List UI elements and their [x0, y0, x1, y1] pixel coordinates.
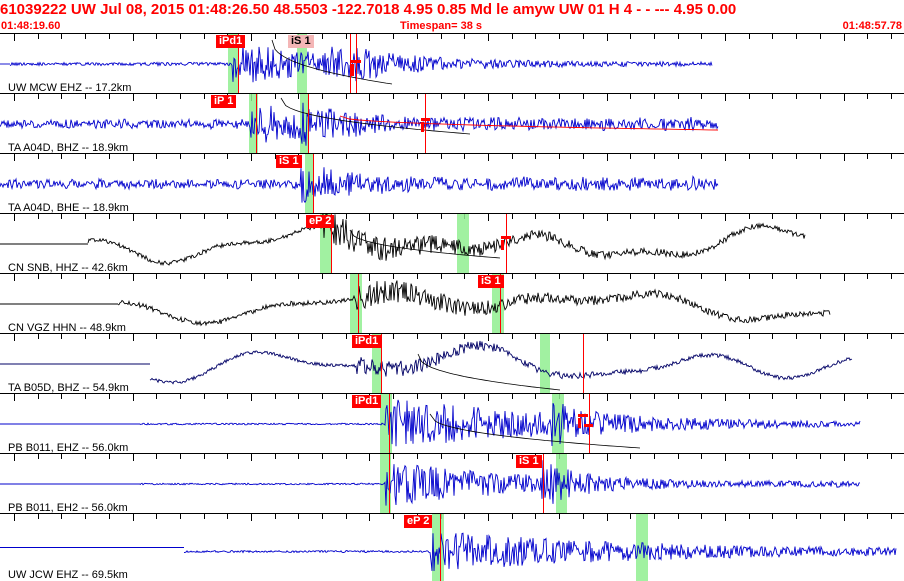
trace-panel[interactable]: iS 1 TA A04D, BHE -- 18.9km [0, 153, 904, 214]
phase-pick-line[interactable] [425, 94, 426, 154]
amplitude-marker[interactable] [578, 414, 588, 417]
phase-pick-line[interactable] [358, 274, 359, 334]
channel-label: TA A04D, BHZ -- 18.9km [8, 142, 129, 154]
start-time-label: 01:48:19.60 [1, 20, 61, 32]
time-axis-ticks [0, 514, 904, 521]
pick-window-highlight [636, 514, 648, 581]
waveform-trace [0, 340, 904, 391]
channel-label: PB B011, EHZ -- 56.0km [8, 442, 129, 454]
phase-pick-line[interactable] [389, 394, 390, 454]
amplitude-marker[interactable] [501, 236, 511, 239]
pick-window-highlight [432, 514, 444, 581]
channel-label: PB B011, EH2 -- 56.0km [8, 502, 128, 514]
trace-panel[interactable]: iPd1 PB B011, EHZ -- 56.0km [0, 393, 904, 454]
phase-pick-label[interactable]: iS 1 [478, 275, 504, 288]
channel-label: CN SNB, HHZ -- 42.6km [8, 262, 128, 274]
phase-pick-label[interactable]: iPd1 [352, 395, 382, 408]
phase-pick-line[interactable] [350, 34, 351, 94]
phase-pick-line[interactable] [583, 334, 584, 394]
pick-window-highlight [457, 214, 469, 274]
phase-pick-line[interactable] [256, 94, 257, 154]
channel-label: TA A04D, BHE -- 18.9km [8, 202, 129, 214]
pick-window-highlight [320, 214, 332, 274]
phase-pick-line[interactable] [313, 154, 314, 214]
channel-label: UW JCW EHZ -- 69.5km [8, 569, 128, 581]
waveform-trace [0, 167, 904, 204]
phase-pick-line[interactable] [500, 274, 501, 334]
trace-panel[interactable]: iPd1 TA B05D, BHZ -- 54.9km [0, 333, 904, 394]
phase-pick-line[interactable] [308, 94, 309, 154]
phase-pick-line[interactable] [506, 214, 507, 274]
coda-decay-curve [271, 39, 393, 85]
trace-panel[interactable]: iS 1 CN VGZ HHN -- 48.9km [0, 273, 904, 334]
trace-panel[interactable]: iS 1 PB B011, EH2 -- 56.0km [0, 453, 904, 514]
end-time-label: 01:48:57.78 [842, 20, 902, 32]
time-axis-ticks [0, 154, 904, 161]
waveform-trace [0, 97, 904, 146]
phase-pick-label[interactable]: iP 1 [211, 95, 237, 108]
pick-window-highlight [249, 94, 258, 154]
waveform-trace [0, 532, 904, 572]
amplitude-marker[interactable] [578, 418, 581, 428]
trace-panel[interactable]: eP 2 UW JCW EHZ -- 69.5km [0, 513, 904, 581]
phase-pick-label[interactable]: eP 2 [306, 215, 335, 228]
coda-decay-curve [280, 97, 471, 135]
coda-decay-curve [417, 353, 561, 391]
timespan-header-line: 01:48:19.60 Timespan= 38 s 01:48:57.78 [0, 19, 904, 33]
phase-pick-label[interactable]: iPd1 [352, 335, 382, 348]
amplitude-marker[interactable] [421, 122, 424, 132]
pick-window-highlight [372, 334, 382, 394]
time-axis-ticks [0, 274, 904, 281]
amplitude-marker[interactable] [421, 118, 430, 121]
phase-pick-label[interactable]: eP 2 [404, 515, 433, 528]
event-header-line: 61039222 UW Jul 08, 2015 01:48:26.50 48.… [0, 0, 904, 19]
pick-window-highlight [552, 394, 564, 454]
trace-panel[interactable]: iPd1 iS 1 UW MCW EHZ -- 17.2km [0, 33, 904, 94]
pick-window-highlight [540, 334, 550, 394]
time-axis-ticks [0, 214, 904, 221]
phase-pick-label[interactable]: iS 1 [288, 35, 314, 48]
coda-decay-curve [349, 229, 501, 259]
pick-window-highlight [228, 34, 238, 94]
amplitude-marker[interactable] [351, 64, 354, 76]
phase-pick-line[interactable] [356, 34, 357, 94]
waveform-trace [0, 460, 904, 506]
pick-window-highlight [300, 94, 309, 154]
time-axis-ticks [0, 34, 904, 41]
phase-pick-label[interactable]: iPd1 [216, 35, 246, 48]
phase-pick-line[interactable] [543, 454, 544, 514]
phase-pick-line[interactable] [331, 214, 332, 274]
phase-pick-line[interactable] [238, 34, 239, 94]
phase-pick-line[interactable] [381, 334, 382, 394]
waveform-trace [0, 399, 904, 449]
phase-pick-label[interactable]: iS 1 [276, 155, 302, 168]
channel-label: CN VGZ HHN -- 48.9km [8, 322, 126, 334]
timespan-label: Timespan= 38 s [400, 20, 483, 32]
waveform-trace [0, 39, 904, 85]
channel-label: TA B05D, BHZ -- 54.9km [8, 382, 129, 394]
channel-label: UW MCW EHZ -- 17.2km [8, 82, 132, 94]
phase-pick-line[interactable] [389, 454, 390, 514]
trace-panel[interactable]: eP 2 CN SNB, HHZ -- 42.6km [0, 213, 904, 274]
coda-amplitude-line [339, 115, 719, 131]
waveform-trace [0, 280, 904, 327]
amplitude-marker[interactable] [351, 60, 361, 63]
event-summary-text: 61039222 UW Jul 08, 2015 01:48:26.50 48.… [0, 1, 737, 18]
time-axis-ticks [0, 94, 904, 101]
trace-panel[interactable]: iP 1 TA A04D, BHZ -- 18.9km [0, 93, 904, 154]
amplitude-marker[interactable] [584, 424, 593, 427]
pick-window-highlight [492, 274, 504, 334]
amplitude-marker[interactable] [501, 240, 504, 250]
phase-pick-line[interactable] [440, 514, 441, 581]
pick-window-highlight [297, 34, 307, 94]
phase-pick-label[interactable]: iS 1 [516, 455, 542, 468]
coda-decay-curve [429, 413, 641, 449]
waveform-trace [0, 214, 904, 266]
